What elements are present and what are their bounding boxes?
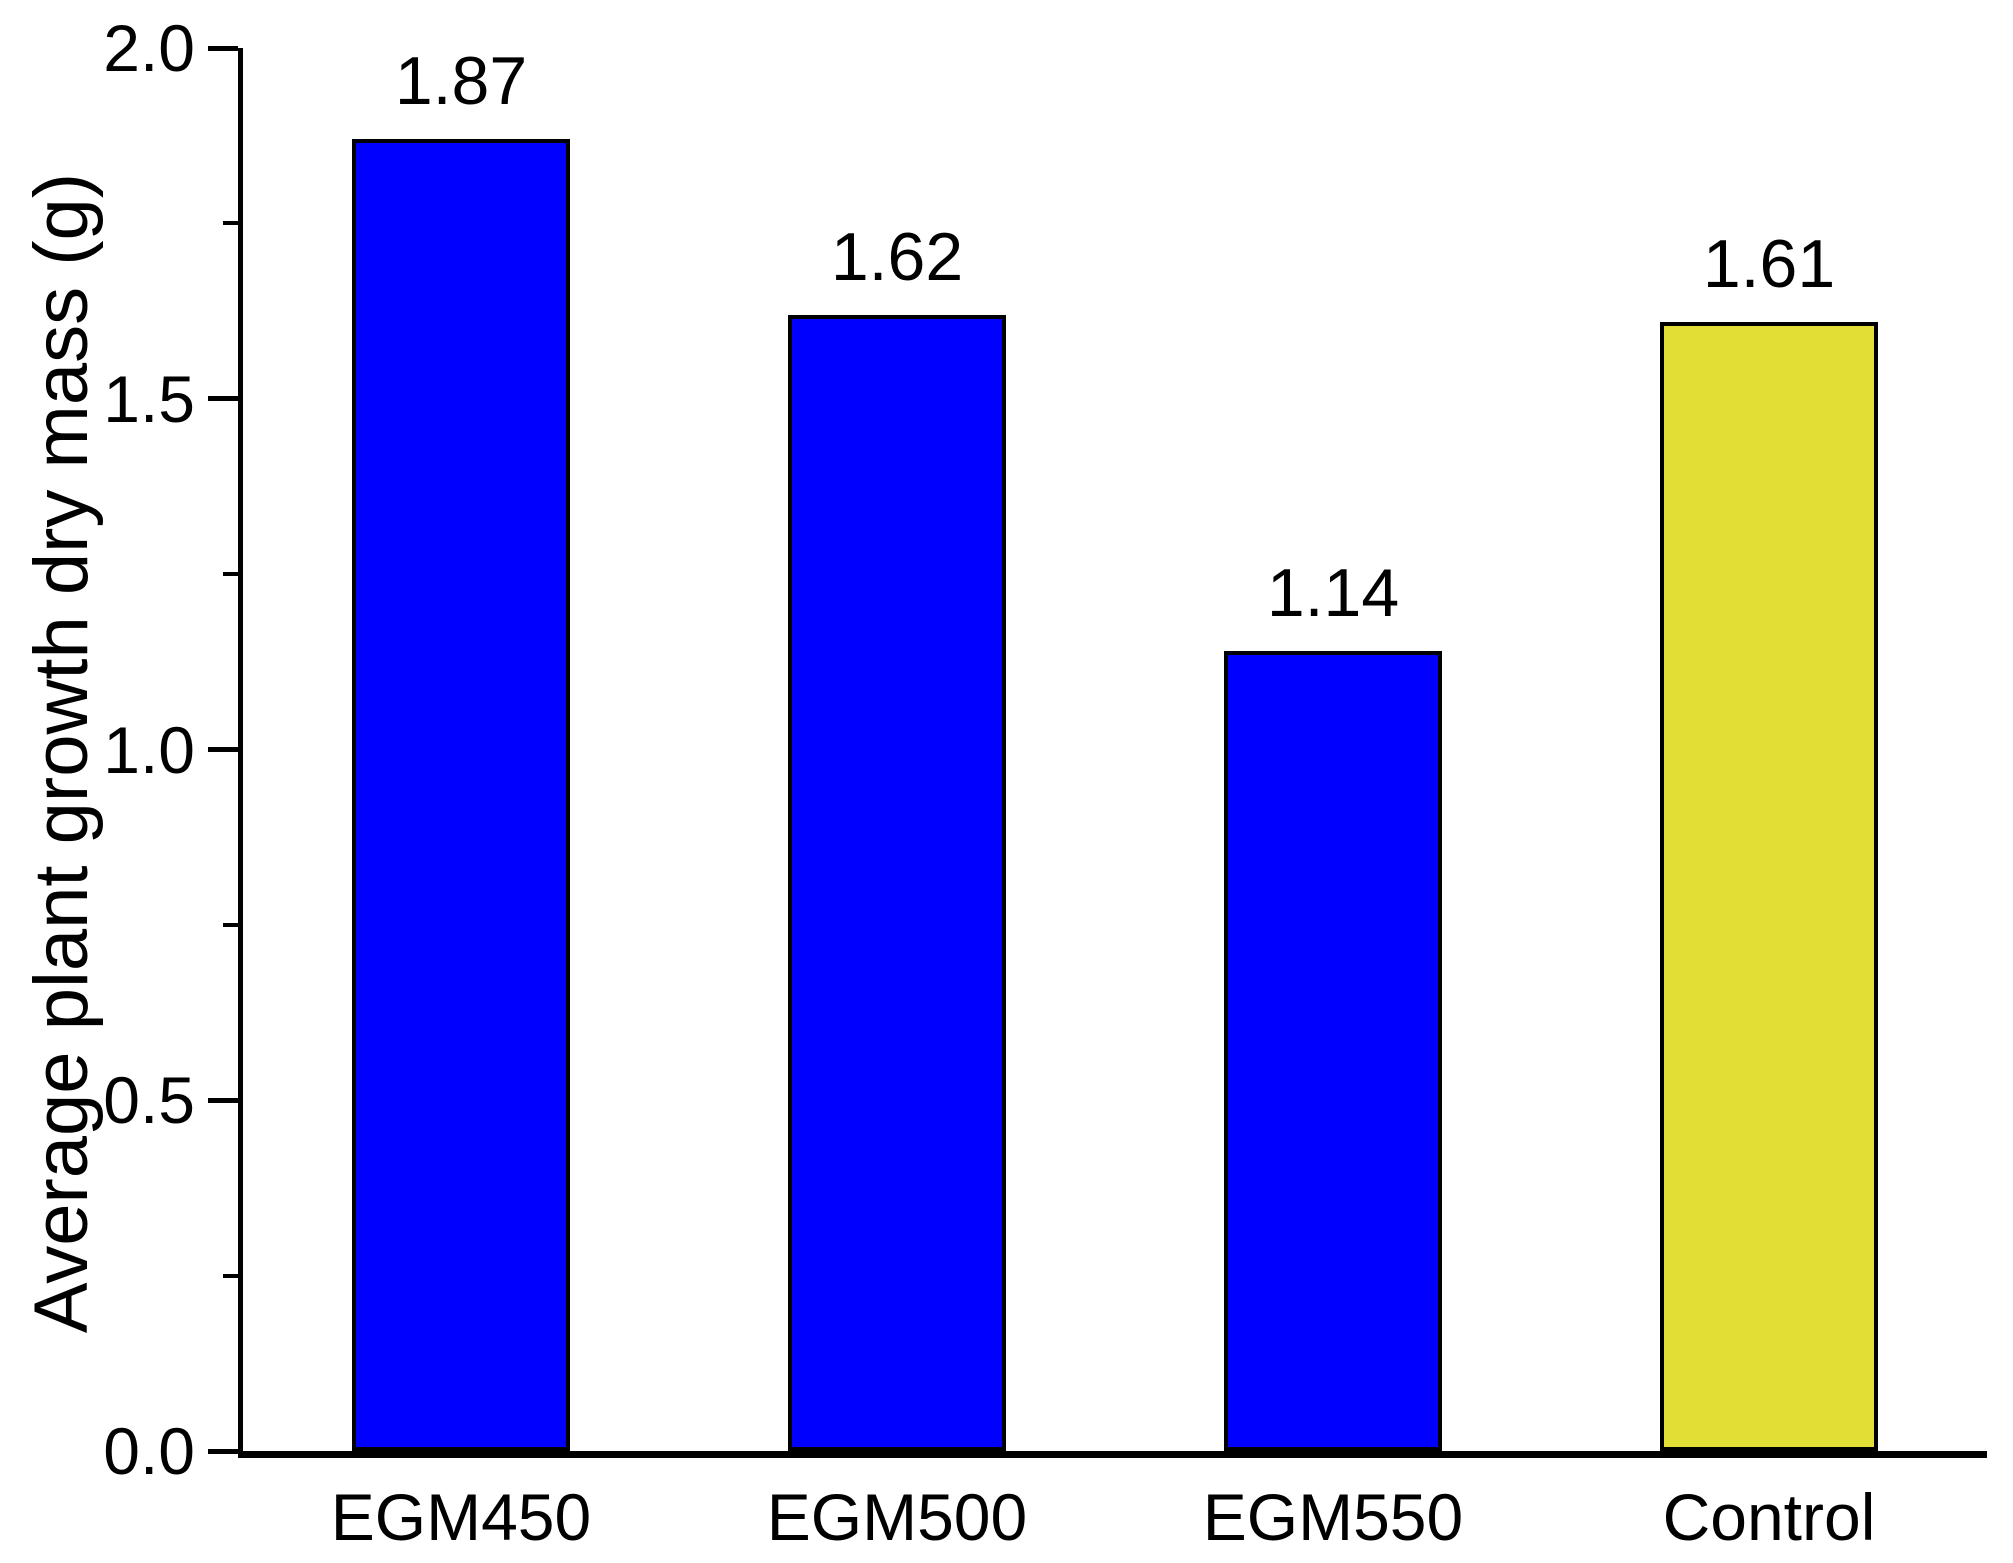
y-major-tick: [208, 396, 238, 402]
bar-egm500: [788, 314, 1006, 1451]
bar-egm550: [1224, 651, 1442, 1451]
bar-value-label: 1.87: [394, 43, 528, 120]
bar-value-label: 1.61: [1702, 225, 1836, 302]
y-major-tick: [208, 747, 238, 752]
y-minor-tick: [223, 1273, 238, 1278]
y-tick-label: 1.0: [103, 712, 195, 787]
y-minor-tick: [223, 572, 238, 577]
x-category-label: EGM550: [1202, 1480, 1464, 1554]
x-category-label: EGM450: [330, 1480, 592, 1554]
x-category-label: EGM500: [766, 1480, 1028, 1554]
y-tick-label: 0.5: [103, 1063, 195, 1138]
y-tick-label: 0.0: [103, 1414, 195, 1488]
bar-value-label: 1.14: [1266, 555, 1400, 632]
y-major-tick: [208, 1097, 238, 1103]
y-minor-tick: [223, 221, 238, 226]
bar-egm450: [352, 139, 570, 1451]
x-category-label: Control: [1662, 1480, 1876, 1554]
y-tick-label: 1.5: [103, 361, 195, 436]
y-major-tick: [208, 1448, 238, 1454]
bar-value-label: 1.62: [830, 218, 964, 295]
y-tick-label: 2.0: [103, 11, 195, 85]
plot-area: 0.0 0.5 1.0 1.5 2.0 1.87 EGM450 1.62 EGM500 1.14 E…: [103, 15, 1987, 1552]
y-major-tick: [208, 45, 238, 51]
bar-control: [1660, 321, 1878, 1451]
y-minor-tick: [223, 922, 238, 927]
